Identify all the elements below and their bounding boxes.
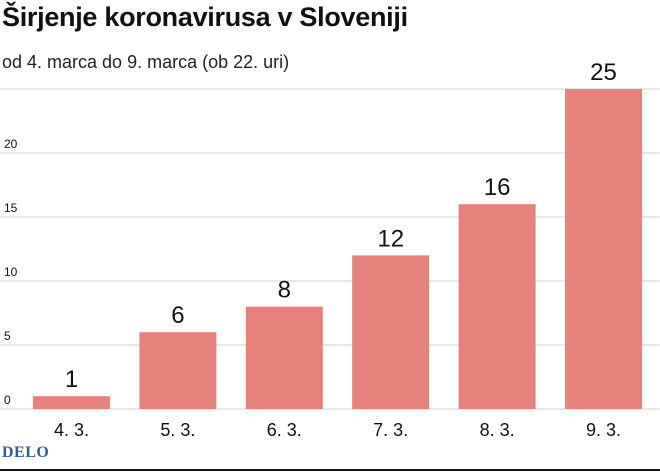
bar-value-label: 25 <box>590 59 617 86</box>
bar <box>352 255 430 409</box>
x-tick-label: 5. 3. <box>160 420 195 440</box>
x-tick-label: 4. 3. <box>54 420 89 440</box>
bar <box>139 332 217 409</box>
bar-value-label: 6 <box>171 302 184 329</box>
x-tick-label: 8. 3. <box>480 420 515 440</box>
bar-value-label: 12 <box>377 225 404 252</box>
y-axis-ticks: 0 5 10 15 20 <box>4 137 18 407</box>
y-tick-label: 10 <box>4 265 18 279</box>
bar-value-label: 16 <box>484 174 511 201</box>
y-tick-label: 15 <box>4 201 18 215</box>
bar <box>458 204 536 409</box>
bottom-rule <box>0 469 660 471</box>
bars <box>33 89 642 409</box>
x-axis-ticks: 4. 3. 5. 3. 6. 3. 7. 3. 8. 3. 9. 3. <box>54 420 621 440</box>
bar-value-label: 1 <box>65 366 78 393</box>
x-tick-label: 7. 3. <box>373 420 408 440</box>
bar <box>33 396 110 409</box>
bar <box>565 89 642 409</box>
bar <box>245 306 323 409</box>
publisher-logo: DELO <box>2 444 50 461</box>
chart-title: Širjenje koronavirusa v Sloveniji <box>2 2 408 32</box>
x-tick-label: 9. 3. <box>586 420 621 440</box>
grid-lines <box>0 88 660 410</box>
y-tick-label: 0 <box>4 393 11 407</box>
x-tick-label: 6. 3. <box>267 420 302 440</box>
y-tick-label: 20 <box>4 137 18 151</box>
bar-value-label: 8 <box>278 277 291 304</box>
y-tick-label: 5 <box>4 329 11 343</box>
chart-subtitle: od 4. marca do 9. marca (ob 22. uri) <box>2 52 290 72</box>
